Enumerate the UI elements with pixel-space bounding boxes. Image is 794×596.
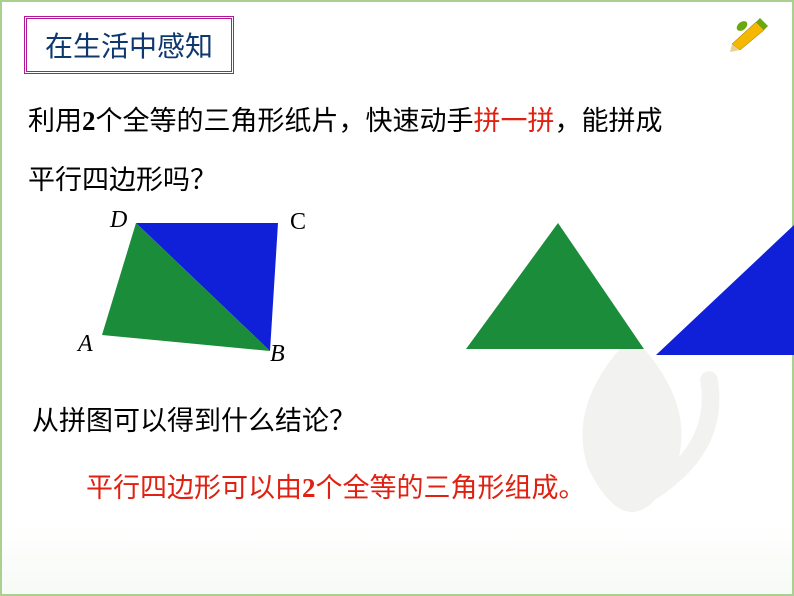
vertex-label-b: B [270, 341, 285, 368]
conclusion-prefix: 平行四边形可以由 [86, 473, 302, 503]
geometry-diagram [24, 215, 794, 365]
pencil-icon [728, 16, 772, 52]
highlight-text: 拼一拼 [474, 106, 555, 136]
title-box: 在生活中感知 [24, 16, 234, 74]
separate-blue-triangle [656, 225, 794, 355]
text-mid: 个全等的三角形纸片，快速动手 [96, 106, 474, 136]
instruction-line2: 平行四边形吗？ [24, 155, 770, 206]
diagram-row: D C A B [24, 215, 770, 375]
vertex-label-c: C [290, 209, 306, 236]
conclusion-number: 2 [302, 473, 316, 503]
title-text: 在生活中感知 [45, 32, 213, 63]
text-suffix: ，能拼成 [555, 106, 663, 136]
separate-green-triangle [466, 223, 644, 349]
vertex-label-a: A [78, 331, 93, 358]
text-prefix: 利用 [28, 106, 82, 136]
instruction-line1: 利用2个全等的三角形纸片，快速动手拼一拼，能拼成 [24, 96, 770, 147]
vertex-label-d: D [110, 207, 127, 234]
bold-number: 2 [82, 106, 96, 136]
